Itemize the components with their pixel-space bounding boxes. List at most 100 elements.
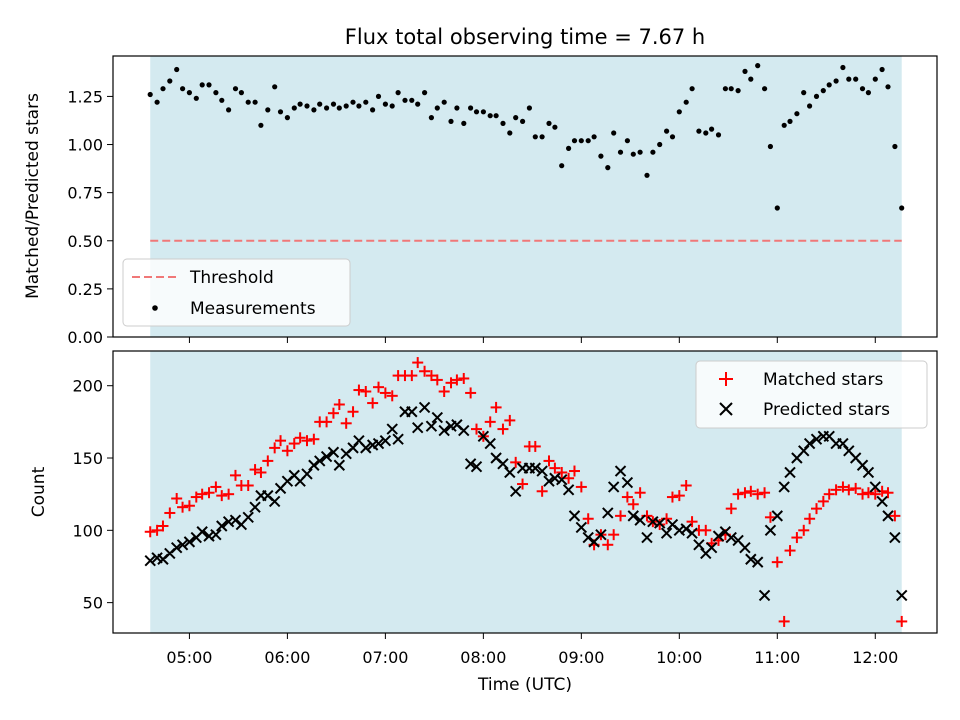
measurement-point bbox=[559, 163, 565, 169]
measurement-point bbox=[238, 90, 244, 96]
matched-star-marker bbox=[255, 466, 267, 478]
predicted-star-marker bbox=[693, 539, 705, 551]
measurement-point bbox=[566, 145, 572, 151]
x-tick-label: 08:00 bbox=[460, 648, 506, 667]
chart-title: Flux total observing time = 7.67 h bbox=[345, 25, 705, 49]
matched-star-marker bbox=[857, 488, 869, 500]
measurement-point bbox=[657, 141, 663, 148]
legend-measurements-label: Measurements bbox=[190, 299, 316, 319]
measurement-point bbox=[304, 103, 310, 109]
measurement-point bbox=[794, 111, 800, 117]
matched-star-marker bbox=[504, 414, 516, 426]
predicted-star-marker bbox=[705, 541, 718, 554]
legend-measurements-swatch bbox=[152, 305, 158, 311]
matched-star-marker bbox=[451, 374, 463, 386]
predicted-star-marker bbox=[301, 468, 313, 480]
predicted-star-marker bbox=[614, 465, 627, 477]
matched-star-marker bbox=[360, 385, 372, 397]
matched-star-marker bbox=[752, 488, 764, 500]
predicted-star-marker bbox=[242, 511, 254, 524]
measurement-point bbox=[598, 153, 604, 159]
x-tick-label: 07:00 bbox=[362, 648, 408, 667]
predicted-star-marker bbox=[882, 510, 894, 522]
matched-star-marker bbox=[627, 498, 639, 510]
predicted-star-marker bbox=[568, 510, 581, 522]
measurement-point bbox=[578, 138, 584, 144]
predicted-star-marker bbox=[862, 466, 875, 479]
measurement-point bbox=[840, 64, 846, 71]
matched-star-marker bbox=[896, 615, 908, 627]
predicted-star-marker bbox=[372, 437, 385, 450]
predicted-star-marker bbox=[504, 466, 516, 479]
matched-star-marker bbox=[327, 407, 339, 419]
matched-star-marker bbox=[490, 401, 502, 413]
matched-star-marker bbox=[764, 511, 776, 523]
matched-star-marker bbox=[582, 513, 594, 525]
matched-star-marker bbox=[771, 556, 783, 568]
measurement-point bbox=[742, 68, 748, 74]
matched-star-marker bbox=[471, 423, 483, 435]
measurement-point bbox=[265, 107, 271, 113]
measurement-point bbox=[826, 82, 832, 88]
predicted-star-marker bbox=[634, 514, 646, 526]
measurement-point bbox=[382, 101, 388, 107]
predicted-star-marker bbox=[314, 455, 326, 467]
measurement-point bbox=[493, 113, 499, 119]
measurement-point bbox=[409, 97, 415, 103]
predicted-star-marker bbox=[660, 527, 673, 539]
measurement-point bbox=[807, 103, 813, 109]
x-tick-label: 10:00 bbox=[656, 648, 702, 667]
matched-star-marker bbox=[379, 387, 391, 399]
bottom-y-tick-label: 100 bbox=[72, 521, 103, 540]
matched-star-marker bbox=[340, 417, 352, 429]
matched-star-marker bbox=[666, 491, 678, 503]
measurement-point bbox=[441, 99, 447, 105]
predicted-star-marker bbox=[210, 528, 222, 541]
measurement-point bbox=[343, 103, 349, 109]
matched-star-marker bbox=[784, 545, 796, 557]
predicted-star-marker bbox=[803, 437, 816, 450]
predicted-star-marker bbox=[529, 462, 541, 474]
matched-star-marker bbox=[843, 484, 855, 496]
matched-star-marker bbox=[510, 456, 522, 468]
measurement-point bbox=[820, 88, 826, 94]
measurement-point bbox=[899, 205, 905, 211]
predicted-star-marker bbox=[876, 495, 888, 508]
predicted-star-marker bbox=[621, 476, 634, 489]
predicted-star-marker bbox=[333, 459, 346, 471]
measurement-point bbox=[330, 101, 337, 107]
matched-star-marker bbox=[353, 384, 365, 396]
measurement-point bbox=[291, 105, 297, 111]
legend-matched-swatch bbox=[719, 372, 733, 386]
matched-star-marker bbox=[203, 487, 215, 499]
matched-star-marker bbox=[791, 532, 803, 544]
matched-star-marker bbox=[804, 513, 816, 525]
predicted-star-marker bbox=[751, 556, 764, 568]
measurement-point bbox=[468, 105, 474, 111]
matched-star-marker bbox=[830, 484, 842, 496]
measurement-point bbox=[762, 86, 768, 92]
predicted-star-marker bbox=[745, 553, 757, 565]
measurement-point bbox=[696, 128, 702, 134]
bottom-y-axis-label: Count bbox=[29, 466, 49, 517]
measurement-point bbox=[532, 134, 538, 140]
matched-star-marker bbox=[431, 374, 443, 386]
matched-star-marker bbox=[321, 416, 333, 428]
measurement-point bbox=[637, 149, 643, 155]
measurement-point bbox=[363, 99, 369, 105]
measurement-point bbox=[728, 86, 734, 92]
measurement-point bbox=[422, 90, 428, 96]
predicted-star-marker bbox=[196, 526, 208, 538]
matched-star-marker bbox=[575, 481, 587, 493]
predicted-star-marker bbox=[144, 554, 156, 567]
predicted-star-marker bbox=[470, 460, 483, 473]
measurement-point bbox=[722, 86, 729, 92]
measurement-point bbox=[193, 95, 199, 101]
matched-star-marker bbox=[177, 501, 189, 513]
matched-star-marker bbox=[725, 503, 737, 515]
matched-star-marker bbox=[732, 488, 744, 500]
measurement-point bbox=[879, 66, 885, 73]
matched-star-marker bbox=[497, 423, 509, 435]
matched-star-marker bbox=[568, 465, 580, 477]
matched-star-marker bbox=[484, 416, 496, 428]
